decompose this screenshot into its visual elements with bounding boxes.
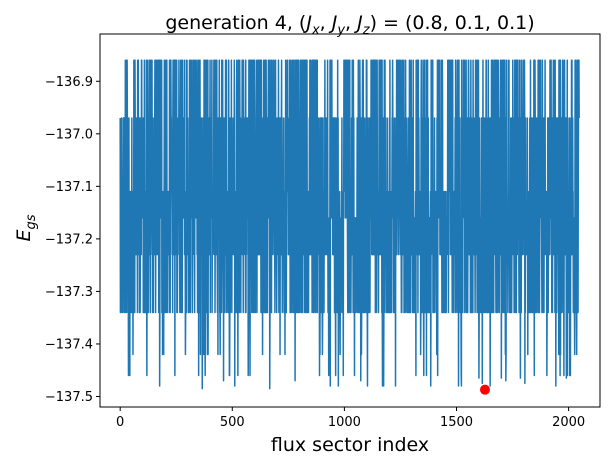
x-axis-label: flux sector index (271, 434, 429, 456)
y-tick-label: −137.4 (45, 337, 93, 352)
y-axis-ticks: −137.5 −137.4 −137.3 −137.2 −137.1 −137.0 −136… (45, 75, 100, 405)
title-jy: J (328, 12, 338, 34)
title-jx-sub: x (311, 23, 320, 38)
x-tick-label: 1500 (440, 415, 473, 430)
y-axis-label-main: E (13, 230, 35, 242)
title-jx: J (302, 12, 312, 34)
title-prefix: generation 4, ( (165, 12, 306, 34)
chart-title: generation 4, (Jx, Jy, Jz) = (0.8, 0.1, … (165, 12, 534, 38)
x-tick-label: 1000 (328, 415, 361, 430)
plot-frame (99, 33, 601, 408)
x-tick-label: 0 (116, 415, 124, 430)
title-comma-2: , (345, 12, 357, 34)
x-tick-label: 500 (220, 415, 245, 430)
minimum-point-marker (479, 384, 490, 395)
title-suffix: ) = (0.8, 0.1, 0.1) (370, 12, 535, 34)
title-comma-1: , (320, 12, 332, 34)
y-tick-label: −137.2 (45, 232, 93, 247)
minimum-marker-layer (479, 384, 490, 395)
energy-line-series (119, 59, 580, 390)
y-tick-label: −136.9 (45, 75, 93, 90)
title-jz-sub: z (362, 23, 371, 38)
y-tick-label: −137.3 (45, 285, 93, 300)
y-tick-label: −137.5 (45, 390, 93, 405)
title-jy-sub: y (336, 23, 345, 38)
x-tick-label: 2000 (552, 415, 585, 430)
energy-line (119, 59, 580, 390)
y-axis-label-sub: gs (24, 214, 39, 229)
y-axis-label: Egs (13, 214, 39, 241)
y-tick-label: −137.0 (45, 127, 93, 142)
title-jz: J (353, 12, 363, 34)
x-axis-ticks: 0 500 1000 1500 2000 (116, 407, 585, 430)
y-tick-label: −137.1 (45, 180, 93, 195)
